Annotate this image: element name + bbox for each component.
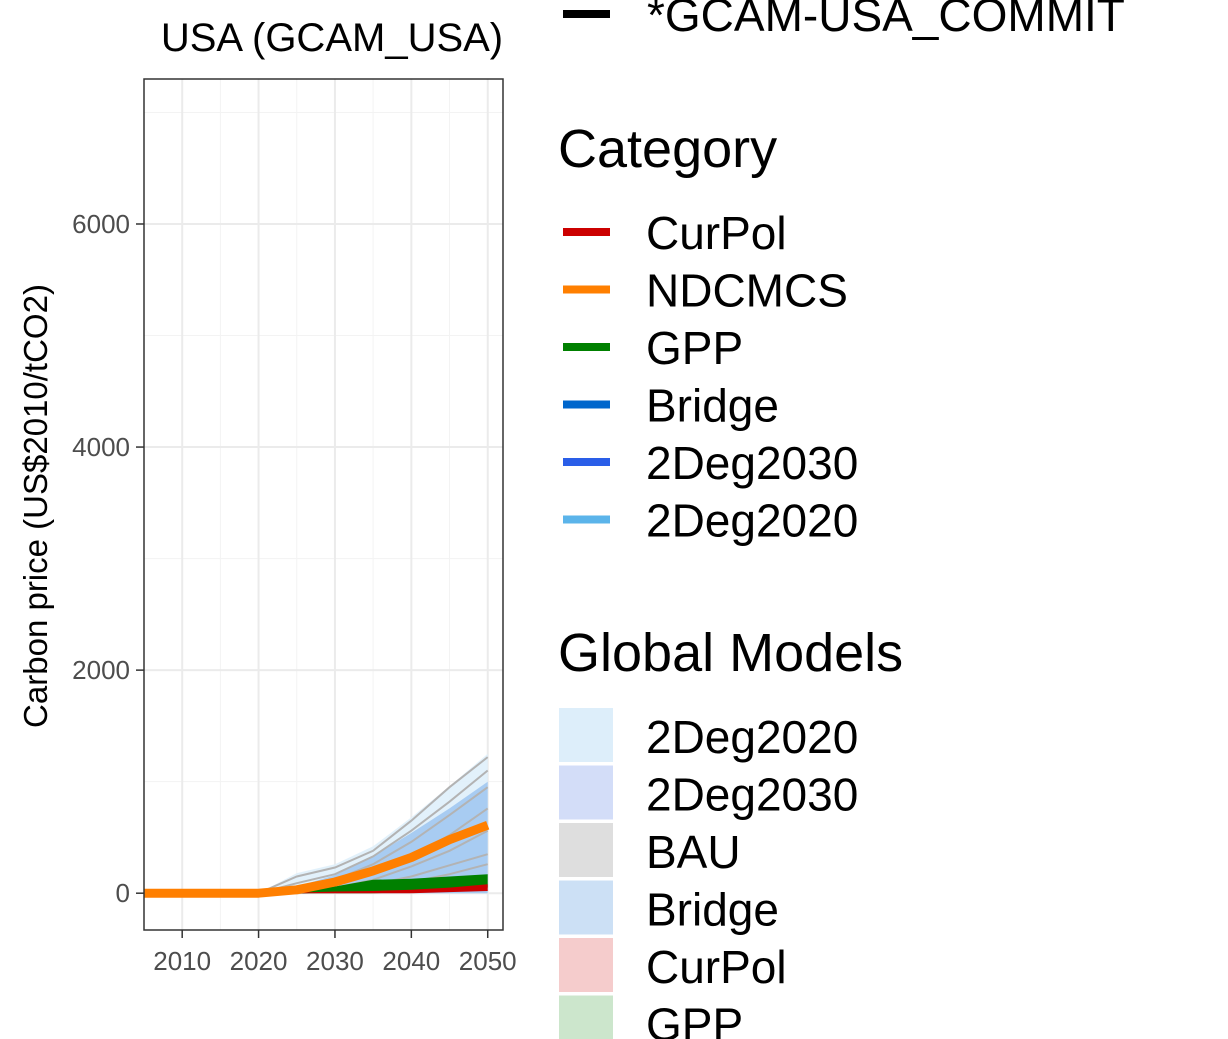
x-tick-label: 2050 [459, 946, 517, 976]
global-models-legend-key-bridge [559, 880, 613, 935]
model-legend-label: *GCAM-USA_COMMIT [647, 0, 1125, 41]
global-models-legend-label: CurPol [646, 941, 787, 993]
x-tick-label: 2030 [306, 946, 364, 976]
y-tick-label: 2000 [72, 655, 130, 685]
range-band-bridge [258, 781, 488, 894]
category-legend-label: Bridge [646, 380, 779, 432]
x-tick-label: 2040 [382, 946, 440, 976]
category-legend-label: 2Deg2020 [646, 495, 858, 547]
plot-panel-background [144, 79, 503, 930]
y-tick-label: 6000 [72, 209, 130, 239]
y-tick-label: 4000 [72, 432, 130, 462]
global-models-legend-key-curpol [559, 938, 613, 992]
model-run-line [258, 769, 489, 895]
plot-panel-border [143, 78, 504, 931]
series-line-ndcmcs [144, 820, 490, 898]
y-axis-label: Carbon price (US$2010/tCO2) [17, 284, 54, 728]
global-models-legend-label: 2Deg2020 [646, 711, 858, 763]
x-tick-label: 2020 [230, 946, 288, 976]
model-legend: *GCAM-USA_COMMIT [563, 0, 1125, 41]
category-legend-label: CurPol [646, 207, 787, 259]
category-legend-label: GPP [646, 322, 743, 374]
global-models-legend-label: 2Deg2030 [646, 769, 858, 821]
global-models-legend-key-2deg2030 [559, 765, 613, 820]
chart-title: USA (GCAM_USA) [161, 16, 503, 60]
model-run-line [258, 756, 489, 895]
global-models-legend-title: Global Models [558, 623, 903, 683]
global-models-legend-label: Bridge [646, 884, 779, 936]
y-axis-ticks: 0 2000 4000 6000 [72, 209, 144, 908]
series-band-gpp [258, 874, 488, 894]
global-models-legend-key-2deg2020 [559, 708, 613, 762]
global-models-legend-key-gpp [559, 995, 613, 1039]
series-band-curpol [258, 884, 488, 894]
minor-gridlines [144, 79, 503, 930]
category-legend-label: NDCMCS [646, 265, 848, 317]
global-models-legend-key-bau [559, 823, 613, 877]
x-tick-label: 2010 [153, 946, 211, 976]
category-legend-title: Category [558, 119, 777, 179]
x-axis-ticks: 2010 2020 2030 2040 2050 [153, 930, 517, 976]
y-tick-label: 0 [116, 878, 130, 908]
category-legend-label: 2Deg2030 [646, 437, 858, 489]
global-models-legend-label: GPP [646, 999, 743, 1039]
global-models-legend-label: BAU [646, 826, 741, 878]
plot-area [144, 753, 490, 898]
